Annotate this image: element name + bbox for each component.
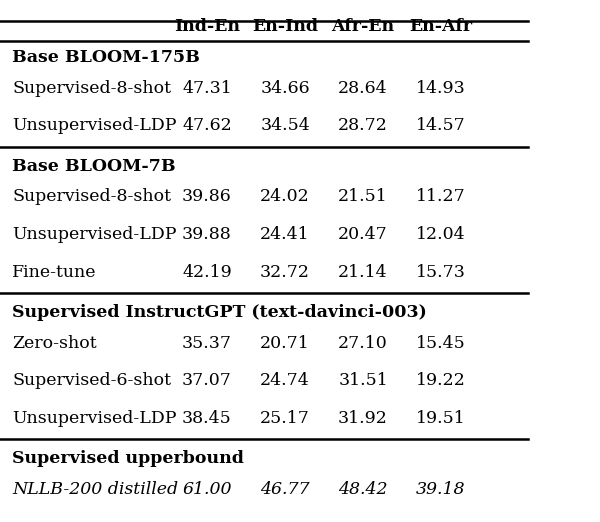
Text: Afr-En: Afr-En bbox=[331, 18, 395, 35]
Text: 25.17: 25.17 bbox=[260, 410, 310, 427]
Text: Supervised-6-shot: Supervised-6-shot bbox=[12, 372, 171, 389]
Text: 12.04: 12.04 bbox=[416, 226, 466, 243]
Text: 21.51: 21.51 bbox=[338, 188, 388, 206]
Text: 24.74: 24.74 bbox=[260, 372, 310, 389]
Text: 47.31: 47.31 bbox=[182, 80, 232, 97]
Text: 15.45: 15.45 bbox=[416, 335, 466, 352]
Text: 61.00: 61.00 bbox=[182, 481, 232, 498]
Text: 38.45: 38.45 bbox=[182, 410, 232, 427]
Text: 20.71: 20.71 bbox=[260, 335, 310, 352]
Text: 34.54: 34.54 bbox=[260, 117, 310, 135]
Text: 32.72: 32.72 bbox=[260, 264, 310, 281]
Text: 19.22: 19.22 bbox=[416, 372, 466, 389]
Text: 20.47: 20.47 bbox=[338, 226, 388, 243]
Text: 14.57: 14.57 bbox=[416, 117, 466, 135]
Text: 39.18: 39.18 bbox=[416, 481, 466, 498]
Text: 21.14: 21.14 bbox=[338, 264, 388, 281]
Text: 28.64: 28.64 bbox=[338, 80, 388, 97]
Text: 31.51: 31.51 bbox=[338, 372, 388, 389]
Text: NLLB-200 distilled: NLLB-200 distilled bbox=[12, 481, 178, 498]
Text: 34.66: 34.66 bbox=[260, 80, 310, 97]
Text: 48.42: 48.42 bbox=[338, 481, 388, 498]
Text: 28.72: 28.72 bbox=[338, 117, 388, 135]
Text: Ind-En: Ind-En bbox=[174, 18, 240, 35]
Text: 46.77: 46.77 bbox=[260, 481, 310, 498]
Text: 47.62: 47.62 bbox=[182, 117, 232, 135]
Text: 24.41: 24.41 bbox=[260, 226, 310, 243]
Text: 24.02: 24.02 bbox=[260, 188, 310, 206]
Text: Fine-tune: Fine-tune bbox=[12, 264, 97, 281]
Text: 42.19: 42.19 bbox=[182, 264, 232, 281]
Text: En-Afr: En-Afr bbox=[409, 18, 473, 35]
Text: 35.37: 35.37 bbox=[182, 335, 232, 352]
Text: Supervised-8-shot: Supervised-8-shot bbox=[12, 80, 171, 97]
Text: Zero-shot: Zero-shot bbox=[12, 335, 97, 352]
Text: 31.92: 31.92 bbox=[338, 410, 388, 427]
Text: En-Ind: En-Ind bbox=[252, 18, 318, 35]
Text: Supervised-8-shot: Supervised-8-shot bbox=[12, 188, 171, 206]
Text: Supervised upperbound: Supervised upperbound bbox=[12, 450, 244, 467]
Text: 37.07: 37.07 bbox=[182, 372, 232, 389]
Text: 15.73: 15.73 bbox=[416, 264, 466, 281]
Text: Unsupervised-LDP: Unsupervised-LDP bbox=[12, 226, 176, 243]
Text: 27.10: 27.10 bbox=[338, 335, 388, 352]
Text: Supervised InstructGPT (text-davinci-003): Supervised InstructGPT (text-davinci-003… bbox=[12, 304, 427, 321]
Text: Unsupervised-LDP: Unsupervised-LDP bbox=[12, 410, 176, 427]
Text: Unsupervised-LDP: Unsupervised-LDP bbox=[12, 117, 176, 135]
Text: Base BLOOM-175B: Base BLOOM-175B bbox=[12, 49, 200, 66]
Text: 14.93: 14.93 bbox=[416, 80, 466, 97]
Text: 39.88: 39.88 bbox=[182, 226, 232, 243]
Text: Base BLOOM-7B: Base BLOOM-7B bbox=[12, 158, 176, 175]
Text: 39.86: 39.86 bbox=[182, 188, 232, 206]
Text: 19.51: 19.51 bbox=[416, 410, 466, 427]
Text: 11.27: 11.27 bbox=[416, 188, 466, 206]
